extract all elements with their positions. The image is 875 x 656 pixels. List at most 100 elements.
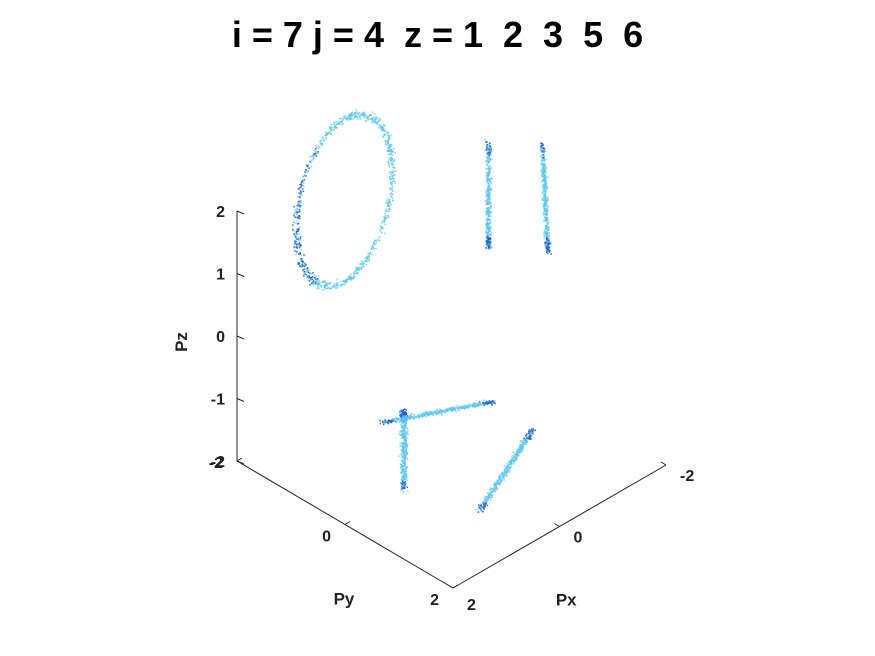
data-point <box>350 112 352 115</box>
data-point <box>545 176 547 179</box>
data-point <box>356 115 359 118</box>
data-point <box>486 162 488 164</box>
data-point <box>503 465 506 467</box>
data-point <box>540 174 543 176</box>
data-point <box>435 412 437 414</box>
data-point <box>293 205 295 208</box>
data-point <box>475 404 478 407</box>
data-point <box>416 415 419 417</box>
data-point <box>446 410 449 412</box>
data-point <box>357 118 359 120</box>
data-point <box>402 430 404 432</box>
data-point <box>488 178 490 180</box>
data-point <box>541 199 544 201</box>
data-point <box>544 198 547 201</box>
data-point <box>425 412 428 414</box>
data-point <box>487 171 490 174</box>
data-point <box>520 445 523 447</box>
data-point <box>487 148 489 150</box>
data-point <box>546 245 548 247</box>
data-point <box>485 195 488 198</box>
data-point <box>546 224 548 227</box>
data-point <box>385 202 387 204</box>
data-point <box>543 180 546 182</box>
data-point <box>492 490 495 492</box>
data-point <box>489 158 492 160</box>
data-point <box>353 277 355 279</box>
data-point <box>487 215 489 218</box>
data-point <box>302 176 305 178</box>
data-point <box>547 247 550 250</box>
data-point <box>386 140 388 143</box>
data-point <box>359 263 361 265</box>
data-point <box>315 282 318 284</box>
data-point <box>491 491 493 493</box>
data-point <box>295 210 297 212</box>
data-point <box>320 143 323 145</box>
data-point <box>298 204 300 206</box>
data-point <box>505 470 507 473</box>
data-point <box>385 208 388 211</box>
data-point <box>440 412 442 414</box>
data-point <box>546 182 548 185</box>
data-point <box>363 261 365 264</box>
data-point <box>333 127 336 129</box>
data-point <box>454 406 456 408</box>
data-point <box>489 168 491 170</box>
data-point <box>365 263 367 266</box>
data-point <box>293 213 296 215</box>
data-point <box>379 124 381 127</box>
data-point <box>403 411 406 413</box>
data-point <box>394 159 396 162</box>
data-point <box>441 410 443 412</box>
data-point <box>488 226 490 228</box>
data-point <box>543 159 546 161</box>
data-point <box>404 425 407 428</box>
data-point <box>399 466 402 469</box>
data-point <box>298 187 301 189</box>
data-point <box>542 147 544 149</box>
data-point <box>368 115 370 117</box>
data-point <box>544 191 547 193</box>
data-point <box>545 241 548 243</box>
data-point <box>486 496 489 499</box>
data-point <box>401 413 403 416</box>
data-point <box>301 264 304 266</box>
data-point <box>548 245 551 248</box>
data-point <box>297 262 300 264</box>
data-point <box>296 251 298 253</box>
data-point <box>525 434 528 436</box>
data-point <box>366 117 368 120</box>
data-point <box>340 285 342 287</box>
data-point <box>327 286 330 289</box>
data-point <box>405 449 407 452</box>
data-point <box>488 239 491 241</box>
data-point <box>488 209 490 212</box>
data-point <box>542 163 544 166</box>
data-point <box>403 431 405 433</box>
data-point <box>389 193 391 196</box>
data-point <box>378 119 380 122</box>
data-point <box>296 202 299 205</box>
data-point <box>297 228 300 230</box>
data-point <box>387 139 389 141</box>
data-point <box>391 188 393 190</box>
data-point <box>547 236 550 239</box>
data-point <box>302 275 305 277</box>
data-point <box>371 119 374 122</box>
data-point <box>544 217 546 219</box>
data-point <box>489 230 491 232</box>
data-point <box>477 511 480 513</box>
data-point <box>488 207 491 209</box>
data-point <box>530 434 533 437</box>
data-point <box>507 468 509 470</box>
data-point <box>382 128 385 130</box>
data-point <box>382 216 385 219</box>
data-point <box>411 413 413 415</box>
data-point <box>522 440 524 442</box>
data-point <box>503 479 505 482</box>
data-point <box>341 123 343 126</box>
data-point <box>500 480 503 482</box>
data-point <box>545 204 547 207</box>
data-point <box>400 485 403 488</box>
